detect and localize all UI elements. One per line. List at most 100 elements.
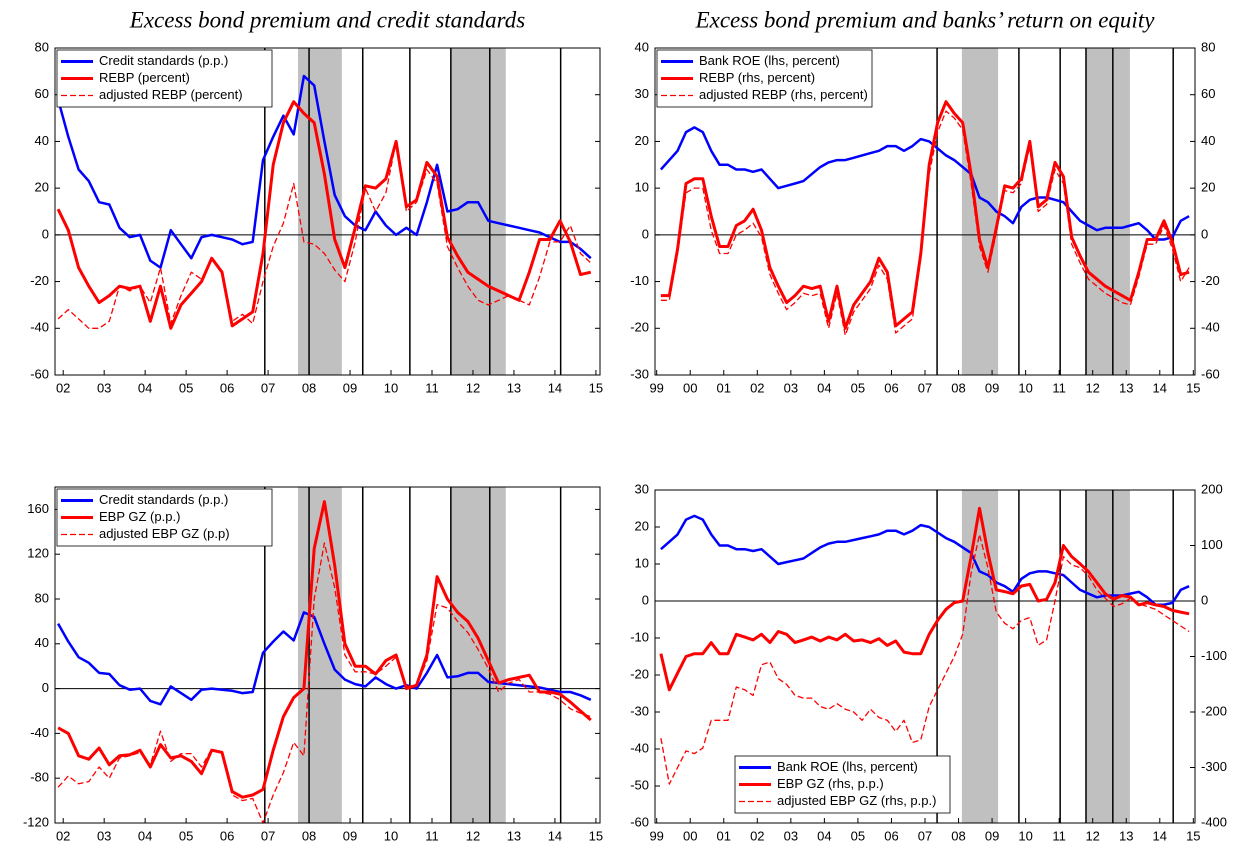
chart-title: Excess bond premium and banks’ return on… xyxy=(695,7,1156,32)
x-tick-label: 07 xyxy=(261,380,275,395)
x-tick-label: 03 xyxy=(784,828,798,843)
x-tick-label: 07 xyxy=(918,380,932,395)
x-tick-label: 06 xyxy=(884,828,898,843)
x-tick-label: 08 xyxy=(951,828,965,843)
x-tick-label: 09 xyxy=(343,828,357,843)
y-tick-label: -40 xyxy=(30,320,49,335)
legend-label: Bank ROE (lhs, percent) xyxy=(699,53,840,68)
x-tick-label: 00 xyxy=(683,380,697,395)
x-tick-label: 10 xyxy=(1018,828,1032,843)
legend-label: adjusted EBP GZ (p.p) xyxy=(99,526,230,541)
shaded-period xyxy=(450,487,506,823)
y2-tick-label: -40 xyxy=(1201,320,1220,335)
x-tick-label: 04 xyxy=(817,828,831,843)
y-tick-label: 10 xyxy=(635,555,649,570)
shaded-period xyxy=(450,48,506,375)
y-tick-label: -10 xyxy=(630,273,649,288)
y2-tick-label: 20 xyxy=(1201,180,1215,195)
y-tick-label: -40 xyxy=(630,740,649,755)
y-tick-label: 0 xyxy=(642,592,649,607)
x-tick-label: 09 xyxy=(343,380,357,395)
series-line xyxy=(57,140,592,329)
x-tick-label: 03 xyxy=(97,828,111,843)
shaded-period xyxy=(961,48,999,375)
x-tick-label: 02 xyxy=(750,828,764,843)
y-tick-label: 20 xyxy=(635,133,649,148)
x-tick-label: 15 xyxy=(1186,380,1200,395)
y-tick-label: 120 xyxy=(27,546,49,561)
x-tick-label: 07 xyxy=(918,828,932,843)
y2-tick-label: -60 xyxy=(1201,366,1220,381)
y2-tick-label: 0 xyxy=(1201,592,1208,607)
series-line xyxy=(57,542,592,824)
y-tick-label: -40 xyxy=(30,725,49,740)
y-tick-label: -10 xyxy=(630,629,649,644)
legend: Credit standards (p.p.) EBP GZ (p.p.) adju… xyxy=(56,488,273,547)
y-tick-label: 60 xyxy=(35,86,49,101)
y-tick-label: -20 xyxy=(30,273,49,288)
y2-tick-label: 100 xyxy=(1201,537,1223,552)
legend: Bank ROE (lhs, percent) REBP (rhs, percen… xyxy=(656,49,873,108)
legend-label: Credit standards (p.p.) xyxy=(99,492,228,507)
x-tick-label: 15 xyxy=(589,828,603,843)
series-line xyxy=(56,100,592,330)
x-tick-label: 14 xyxy=(1153,828,1167,843)
y2-tick-label: 60 xyxy=(1201,86,1215,101)
legend-label: EBP GZ (rhs, p.p.) xyxy=(777,776,884,791)
y-tick-label: 30 xyxy=(635,481,649,496)
x-tick-label: 08 xyxy=(302,828,316,843)
y2-tick-label: -400 xyxy=(1201,814,1227,829)
x-tick-label: 05 xyxy=(179,380,193,395)
x-tick-label: 04 xyxy=(138,380,152,395)
x-tick-label: 03 xyxy=(97,380,111,395)
x-tick-label: 12 xyxy=(466,828,480,843)
y2-tick-label: -100 xyxy=(1201,648,1227,663)
x-tick-label: 03 xyxy=(784,380,798,395)
x-tick-label: 02 xyxy=(750,380,764,395)
y2-tick-label: 0 xyxy=(1201,226,1208,241)
y-tick-label: -20 xyxy=(630,320,649,335)
y-tick-label: -60 xyxy=(30,366,49,381)
x-tick-label: 10 xyxy=(1018,380,1032,395)
x-tick-label: 11 xyxy=(425,380,439,395)
legend-label: adjusted REBP (rhs, percent) xyxy=(699,87,868,102)
y-tick-label: -60 xyxy=(630,814,649,829)
x-tick-label: 99 xyxy=(649,380,663,395)
y-tick-label: -80 xyxy=(30,770,49,785)
y-tick-label: -30 xyxy=(630,703,649,718)
shaded-period xyxy=(1085,490,1130,823)
x-tick-label: 09 xyxy=(985,380,999,395)
x-tick-label: 05 xyxy=(851,380,865,395)
y2-tick-label: -20 xyxy=(1201,273,1220,288)
x-tick-label: 08 xyxy=(302,380,316,395)
x-tick-label: 11 xyxy=(1052,380,1066,395)
plot-frame xyxy=(54,47,601,376)
x-tick-label: 07 xyxy=(261,828,275,843)
x-tick-label: 14 xyxy=(548,828,562,843)
x-tick-label: 00 xyxy=(683,828,697,843)
panel: Excess bond premium and credit standards… xyxy=(30,7,603,395)
x-tick-label: 06 xyxy=(884,380,898,395)
x-tick-label: 01 xyxy=(717,380,731,395)
x-tick-label: 09 xyxy=(985,828,999,843)
x-tick-label: 08 xyxy=(951,380,965,395)
x-tick-label: 15 xyxy=(1186,828,1200,843)
y-tick-label: -30 xyxy=(630,366,649,381)
x-tick-label: 13 xyxy=(507,380,521,395)
legend-label: adjusted EBP GZ (rhs, p.p.) xyxy=(777,793,936,808)
y2-tick-label: 40 xyxy=(1201,133,1215,148)
legend-label: Credit standards (p.p.) xyxy=(99,53,228,68)
series-line xyxy=(660,533,1190,785)
x-tick-label: 12 xyxy=(1085,828,1099,843)
plot-frame xyxy=(654,47,1196,376)
y2-tick-label: 80 xyxy=(1201,39,1215,54)
x-tick-label: 10 xyxy=(384,828,398,843)
y-tick-label: 0 xyxy=(642,226,649,241)
x-tick-label: 04 xyxy=(817,380,831,395)
chart-title: Excess bond premium and credit standards xyxy=(129,7,525,32)
y-tick-label: 80 xyxy=(35,590,49,605)
y-tick-label: 20 xyxy=(35,180,49,195)
plot-frame xyxy=(654,489,1196,824)
series-line xyxy=(56,74,592,269)
